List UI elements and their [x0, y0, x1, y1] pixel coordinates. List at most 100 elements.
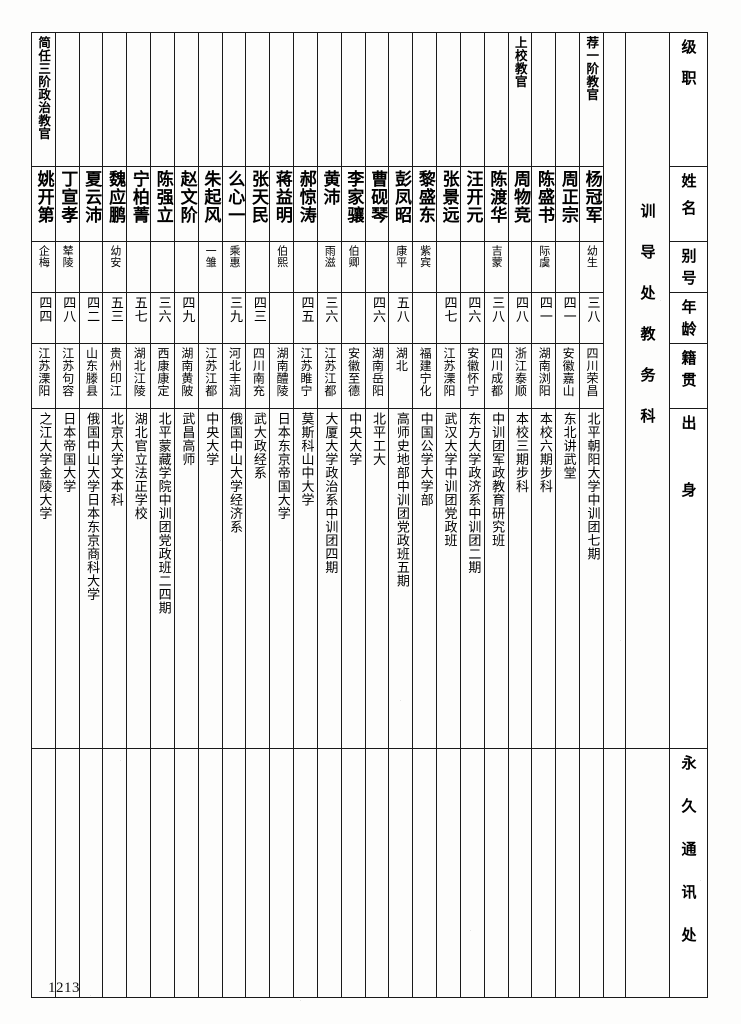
cell-rank-1 — [555, 32, 581, 167]
cell-alias-14 — [245, 241, 271, 293]
cell-education-15: 俄国中山大学经济系 — [221, 408, 247, 749]
cell-name-6: 张景远 — [436, 166, 461, 242]
cell-name-5: 汪开元 — [459, 166, 485, 242]
cell-name-15: 么心一 — [221, 166, 247, 242]
cell-alias-2: 际虞 — [531, 241, 557, 293]
origin-text: 湖北 — [394, 347, 409, 372]
cell-origin-0: 四川荣昌 — [579, 343, 604, 409]
name-text: 丁宣孝 — [57, 170, 78, 224]
cell-age-8: 五八 — [388, 292, 414, 344]
education-text: 武大政经系 — [250, 412, 266, 480]
origin-text: 湖北江陵 — [132, 347, 147, 397]
age-text: 三八 — [489, 296, 505, 323]
name-text: 陈盛书 — [533, 170, 554, 224]
origin-text: 四川南充 — [251, 347, 266, 397]
cell-rank-11 — [316, 32, 342, 167]
cell-name-11: 黄沛 — [316, 166, 342, 242]
cell-rank-7 — [412, 32, 438, 167]
education-text: 北平朝阳大学中训团七期 — [584, 412, 600, 561]
cell-rank-13 — [269, 32, 295, 167]
cell-origin-23: 江苏溧阳 — [31, 343, 56, 409]
cell-rank-15 — [221, 32, 247, 167]
name-text: 陈渡华 — [486, 170, 507, 224]
age-text: 三九 — [227, 296, 243, 323]
cell-name-8: 彭凤昭 — [388, 166, 414, 242]
name-text: 曹砚琴 — [367, 170, 388, 224]
cell-education-4: 中训团军政教育研究班 — [483, 408, 509, 749]
cell-education-10: 中央大学 — [340, 408, 366, 749]
cell-origin-12: 江苏睢宁 — [293, 343, 318, 409]
table-row-name: 姓名 杨冠军 周正宗 陈盛书 周物竞 陈渡华 汪开元 张景远 黎盛东 彭凤昭 曹砚琴 李家骧 黄沛 郝惊涛… — [31, 166, 708, 242]
cell-age-13 — [269, 292, 295, 344]
name-text: 汪开元 — [462, 170, 483, 224]
education-text: 中国公学大学部 — [417, 412, 433, 507]
cell-name-9: 曹砚琴 — [364, 166, 390, 242]
cell-education-8: 高师史地部中训团党政班五期 — [388, 408, 414, 749]
cell-age-14: 四三 — [245, 292, 271, 344]
name-text: 魏应鹏 — [105, 170, 126, 224]
age-text: 四二 — [84, 296, 100, 323]
cell-origin-14: 四川南充 — [245, 343, 271, 409]
education-text: 中央大学 — [203, 412, 219, 466]
education-text: 北平工大 — [370, 412, 386, 466]
cell-origin-11: 江苏江都 — [316, 343, 342, 409]
age-text: 三六 — [155, 296, 171, 323]
cell-address-1 — [555, 748, 581, 998]
alias-text: 企梅 — [37, 245, 51, 268]
name-text: 周正宗 — [557, 170, 578, 224]
cell-name-19: 宁柏菁 — [126, 166, 152, 242]
cell-education-20: 北京大学文本科 — [102, 408, 128, 749]
cell-rank-0: 荐一阶教官 — [579, 32, 604, 167]
cell-origin-10: 安徽至德 — [340, 343, 366, 409]
row-label-name: 姓名 — [668, 166, 708, 242]
cell-origin-8: 湖北 — [388, 343, 414, 409]
cell-rank-21 — [78, 32, 104, 167]
education-text: 东北讲武堂 — [560, 412, 576, 480]
name-text: 郝惊涛 — [295, 170, 316, 224]
name-text: 么心一 — [224, 170, 245, 224]
cell-education-22: 日本帝国大学 — [54, 408, 80, 749]
rank-text: 荐一阶教官 — [584, 36, 600, 101]
cell-age-3: 四八 — [507, 292, 533, 344]
cell-origin-22: 江苏句容 — [54, 343, 80, 409]
origin-text: 四川成都 — [489, 347, 504, 397]
cell-rank-8 — [388, 32, 414, 167]
origin-text: 福建宁化 — [418, 347, 433, 397]
cell-alias-6 — [436, 241, 461, 293]
cell-education-6: 武汉大学中训团党政班 — [436, 408, 461, 749]
cell-address-15 — [221, 748, 247, 998]
age-text: 四七 — [441, 296, 457, 323]
cell-alias-20: 幼安 — [102, 241, 128, 293]
age-text: 四四 — [36, 296, 52, 323]
cell-name-23: 姚开第 — [31, 166, 56, 242]
education-text: 武汉大学中训团党政班 — [441, 412, 457, 547]
education-text: 中央大学 — [346, 412, 362, 466]
row-label-text: 级职 — [679, 39, 698, 101]
cell-origin-21: 山东滕县 — [78, 343, 104, 409]
origin-text: 湖南浏阳 — [537, 347, 552, 397]
origin-text: 湖南黄陂 — [179, 347, 194, 397]
education-text: 莫斯科山中大学 — [298, 412, 314, 507]
paper-speck — [470, 930, 471, 931]
age-text: 四八 — [512, 296, 528, 323]
cell-education-1: 东北讲武堂 — [555, 408, 581, 749]
age-text: 三六 — [322, 296, 338, 323]
alias-text: 乘惠 — [227, 245, 241, 268]
cell-alias-10: 伯卿 — [340, 241, 366, 293]
name-text: 张天民 — [248, 170, 269, 224]
name-text: 姚开第 — [33, 170, 54, 224]
name-text: 夏云沛 — [81, 170, 102, 224]
cell-name-17: 赵文阶 — [173, 166, 199, 242]
cell-age-7 — [412, 292, 438, 344]
address-department-cell — [624, 748, 670, 998]
origin-text: 江苏溧阳 — [441, 347, 456, 397]
row-label-rank: 级职 — [668, 32, 708, 167]
cell-education-14: 武大政经系 — [245, 408, 271, 749]
paper-speck — [90, 995, 91, 996]
education-text: 中训团军政教育研究班 — [489, 412, 505, 547]
cell-age-21: 四二 — [78, 292, 104, 344]
cell-name-12: 郝惊涛 — [293, 166, 318, 242]
cell-age-0: 三八 — [579, 292, 604, 344]
alias-text: 伯熙 — [275, 245, 289, 268]
cell-alias-8: 康平 — [388, 241, 414, 293]
